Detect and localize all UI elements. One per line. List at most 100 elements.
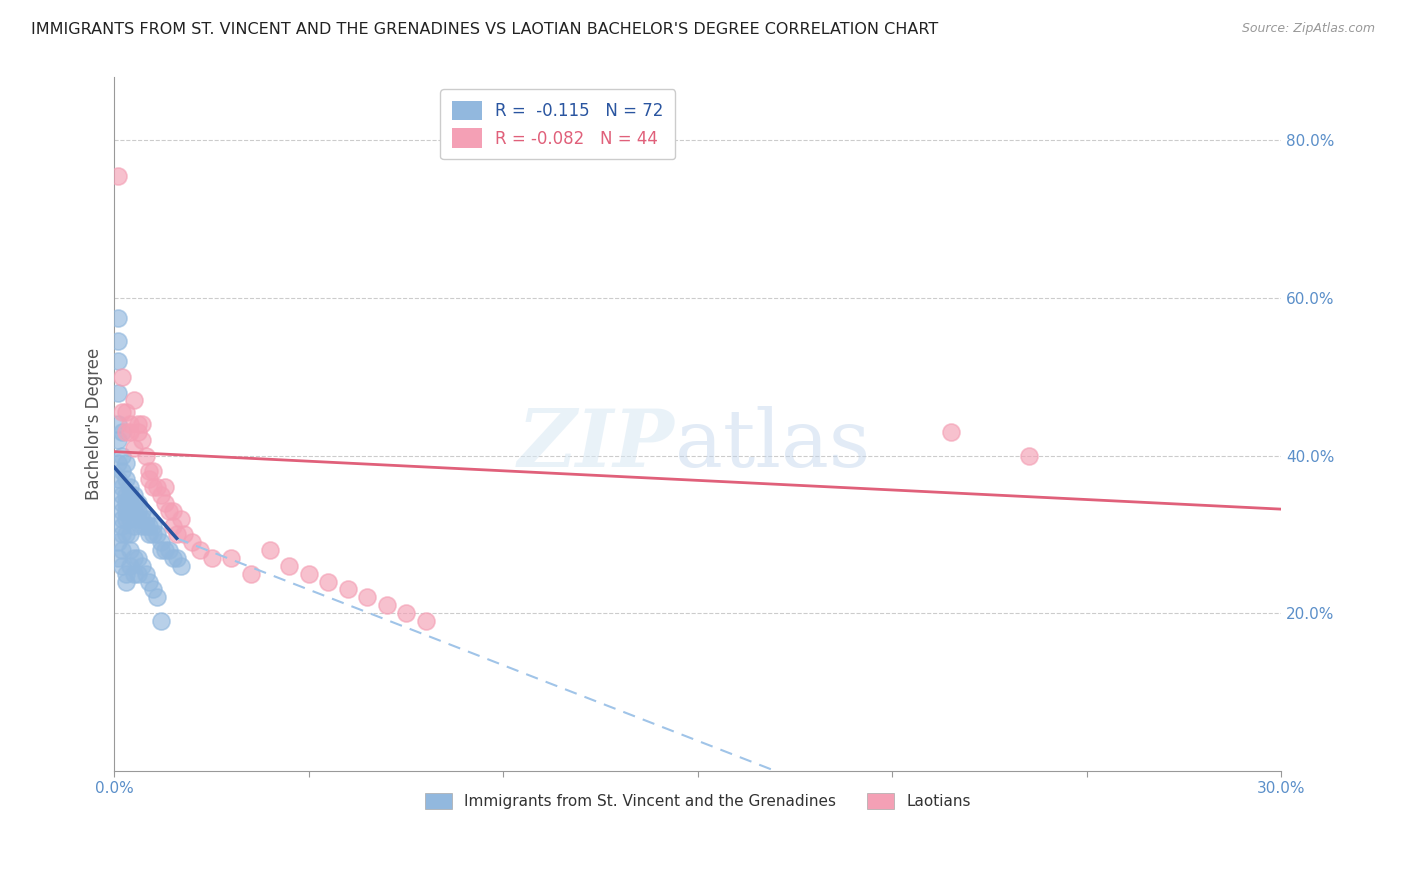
- Point: [169, 511, 191, 525]
- Point: [166, 551, 188, 566]
- Point: [150, 488, 173, 502]
- Point: [107, 472, 129, 486]
- Point: [107, 457, 129, 471]
- Point: [118, 527, 141, 541]
- Point: [131, 504, 153, 518]
- Point: [107, 551, 129, 566]
- Point: [111, 405, 134, 419]
- Point: [142, 582, 165, 597]
- Point: [115, 511, 138, 525]
- Point: [127, 425, 149, 439]
- Point: [278, 558, 301, 573]
- Point: [142, 527, 165, 541]
- Point: [118, 488, 141, 502]
- Point: [115, 574, 138, 589]
- Point: [142, 519, 165, 533]
- Point: [118, 425, 141, 439]
- Point: [107, 385, 129, 400]
- Point: [131, 433, 153, 447]
- Point: [107, 310, 129, 325]
- Text: ZIP: ZIP: [517, 406, 675, 483]
- Point: [138, 527, 160, 541]
- Point: [107, 169, 129, 183]
- Point: [115, 405, 138, 419]
- Point: [173, 527, 195, 541]
- Point: [162, 504, 184, 518]
- Point: [142, 480, 165, 494]
- Point: [107, 417, 129, 431]
- Point: [146, 527, 169, 541]
- Point: [111, 488, 134, 502]
- Point: [259, 543, 281, 558]
- Point: [111, 504, 134, 518]
- Point: [111, 558, 134, 573]
- Point: [122, 488, 145, 502]
- Text: Source: ZipAtlas.com: Source: ZipAtlas.com: [1241, 22, 1375, 36]
- Point: [111, 480, 134, 494]
- Point: [146, 480, 169, 494]
- Point: [111, 449, 134, 463]
- Point: [131, 417, 153, 431]
- Point: [375, 599, 398, 613]
- Point: [135, 511, 157, 525]
- Point: [122, 504, 145, 518]
- Point: [115, 566, 138, 581]
- Point: [127, 496, 149, 510]
- Point: [107, 433, 129, 447]
- Point: [146, 591, 169, 605]
- Point: [166, 527, 188, 541]
- Point: [181, 535, 204, 549]
- Point: [138, 472, 160, 486]
- Point: [122, 496, 145, 510]
- Text: atlas: atlas: [675, 406, 870, 483]
- Point: [169, 558, 191, 573]
- Point: [118, 417, 141, 431]
- Point: [107, 354, 129, 368]
- Point: [122, 519, 145, 533]
- Point: [939, 425, 962, 439]
- Point: [131, 558, 153, 573]
- Point: [138, 519, 160, 533]
- Point: [395, 606, 418, 620]
- Point: [142, 464, 165, 478]
- Point: [122, 566, 145, 581]
- Point: [127, 566, 149, 581]
- Point: [150, 535, 173, 549]
- Point: [162, 551, 184, 566]
- Point: [356, 591, 378, 605]
- Point: [115, 472, 138, 486]
- Point: [138, 464, 160, 478]
- Point: [115, 504, 138, 518]
- Point: [131, 519, 153, 533]
- Point: [111, 496, 134, 510]
- Point: [239, 566, 262, 581]
- Point: [188, 543, 211, 558]
- Point: [318, 574, 340, 589]
- Point: [1018, 449, 1040, 463]
- Point: [122, 441, 145, 455]
- Point: [111, 527, 134, 541]
- Point: [201, 551, 224, 566]
- Point: [118, 558, 141, 573]
- Point: [118, 480, 141, 494]
- Point: [111, 425, 134, 439]
- Point: [162, 519, 184, 533]
- Point: [135, 519, 157, 533]
- Point: [138, 574, 160, 589]
- Point: [111, 511, 134, 525]
- Point: [111, 464, 134, 478]
- Point: [153, 480, 176, 494]
- Point: [127, 504, 149, 518]
- Point: [150, 543, 173, 558]
- Point: [219, 551, 242, 566]
- Point: [111, 543, 134, 558]
- Point: [135, 449, 157, 463]
- Point: [153, 496, 176, 510]
- Point: [298, 566, 321, 581]
- Point: [157, 504, 180, 518]
- Point: [150, 614, 173, 628]
- Point: [111, 369, 134, 384]
- Point: [118, 511, 141, 525]
- Point: [107, 334, 129, 349]
- Point: [115, 425, 138, 439]
